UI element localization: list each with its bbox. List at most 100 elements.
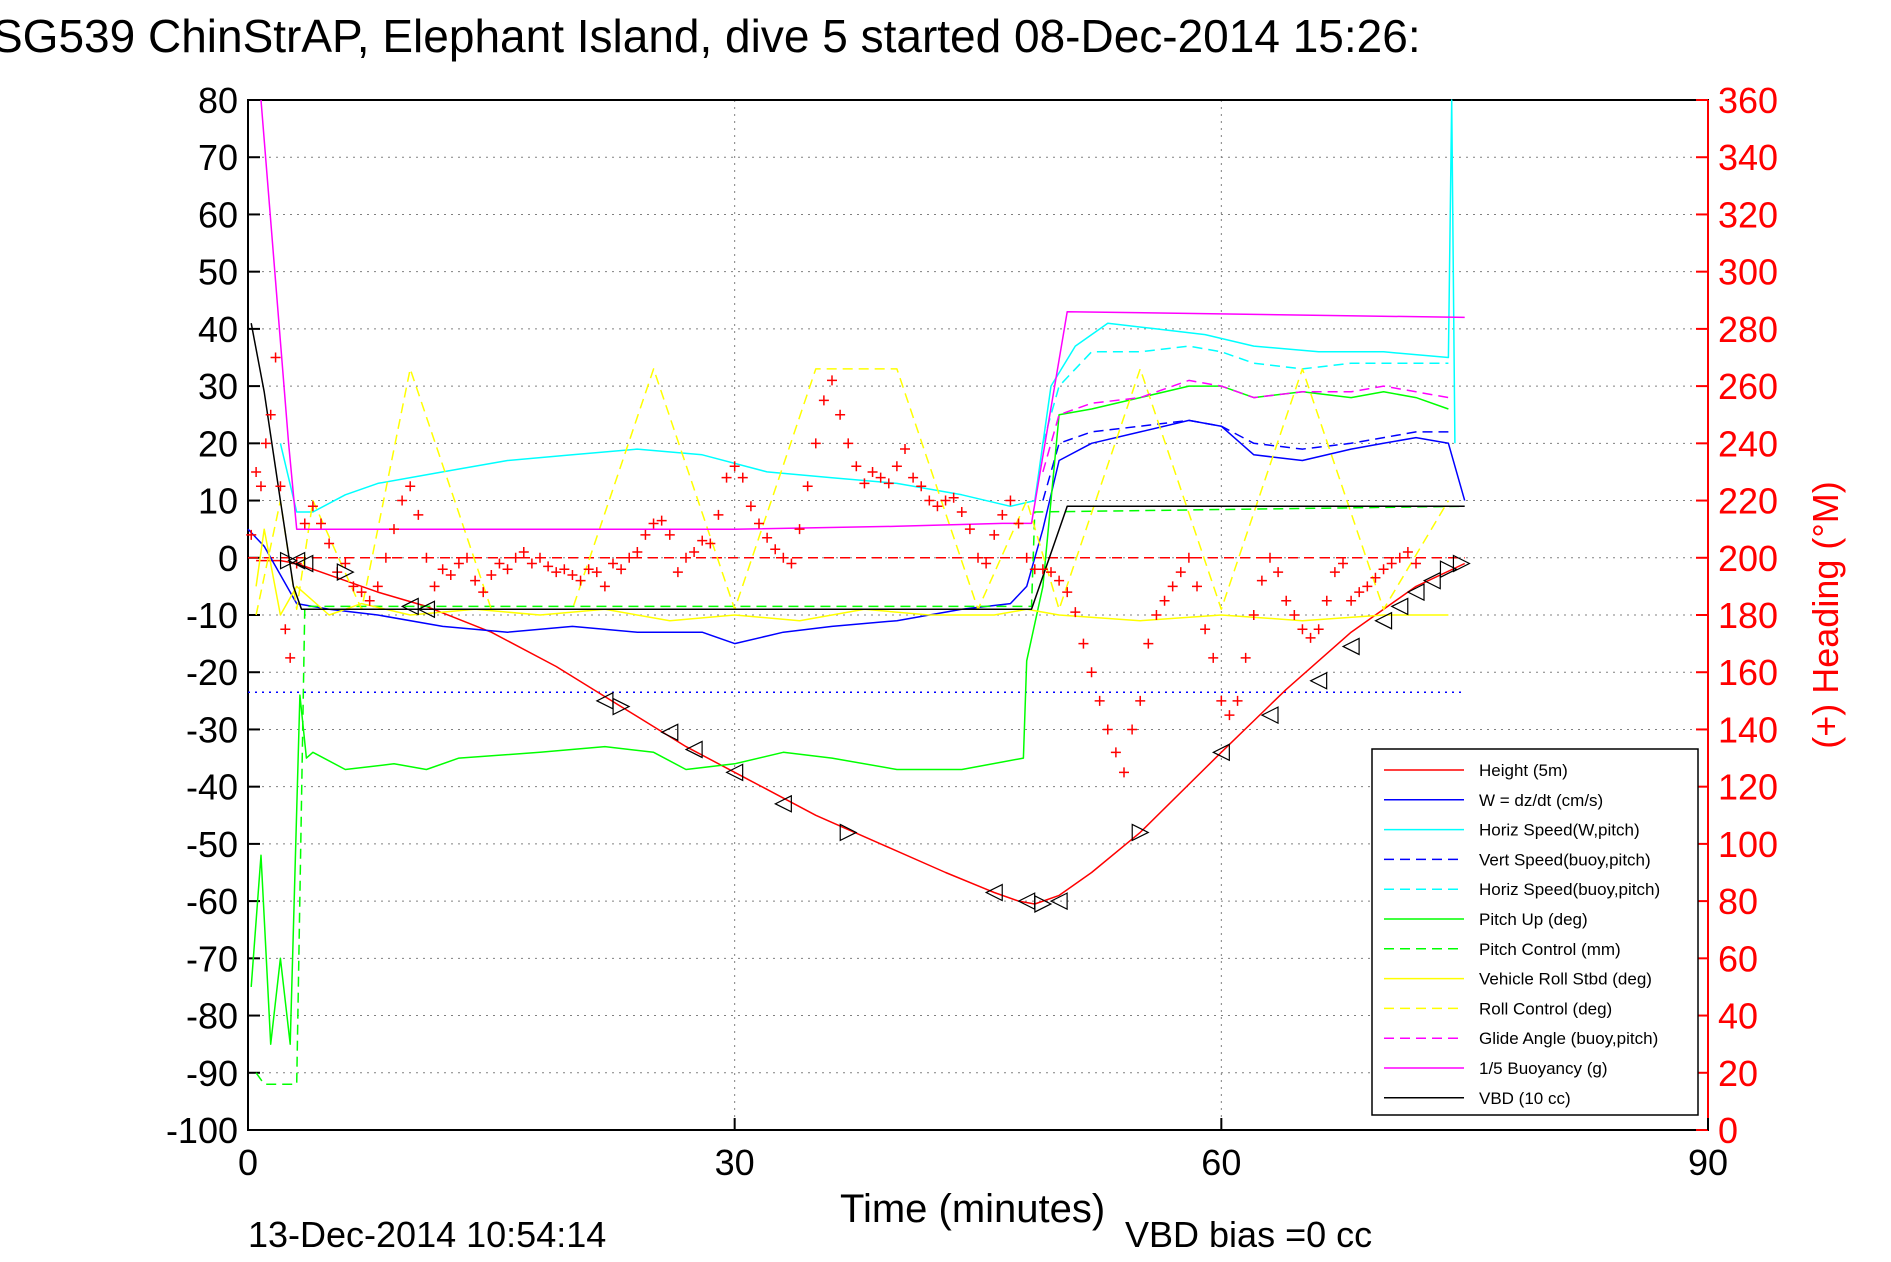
series-line-horiz-speed-w-pitch <box>279 99 1456 513</box>
series-line-height-5m <box>256 559 1466 905</box>
heading-marker <box>762 532 773 543</box>
heading-marker <box>1159 595 1170 606</box>
right-tick-label: 20 <box>1718 1053 1758 1094</box>
heading-marker <box>664 529 675 540</box>
glider-marker <box>1374 611 1393 630</box>
heading-marker <box>1175 567 1186 578</box>
heading-marker <box>502 564 513 575</box>
heading-marker <box>778 552 789 563</box>
heading-marker <box>1200 624 1211 635</box>
heading-marker <box>843 438 854 449</box>
y-tick-label: -30 <box>186 709 238 750</box>
glider-marker <box>725 763 744 782</box>
heading-marker <box>478 587 489 598</box>
glider-marker <box>1260 706 1279 725</box>
legend-label: W = dz/dt (cm/s) <box>1479 791 1603 810</box>
heading-marker <box>275 481 286 492</box>
heading-marker <box>932 501 943 512</box>
glider-marker <box>1034 895 1053 913</box>
right-tick-label: 260 <box>1718 366 1778 407</box>
heading-marker <box>453 558 464 569</box>
heading-marker <box>989 529 1000 540</box>
heading-marker <box>632 547 643 558</box>
heading-marker <box>916 481 927 492</box>
heading-marker <box>1394 552 1405 563</box>
heading-marker <box>672 567 683 578</box>
heading-marker <box>729 461 740 472</box>
glider-marker <box>839 823 858 842</box>
heading-marker <box>705 538 716 549</box>
heading-marker <box>405 481 416 492</box>
heading-marker <box>689 547 700 558</box>
heading-marker <box>859 478 870 489</box>
heading-marker <box>551 567 562 578</box>
x-tick-label: 0 <box>238 1142 258 1183</box>
heading-marker <box>299 518 310 529</box>
right-tick-label: 200 <box>1718 538 1778 579</box>
heading-marker <box>260 438 271 449</box>
y-tick-label: 80 <box>198 80 238 121</box>
x-tick-label: 60 <box>1201 1142 1241 1183</box>
right-tick-label: 180 <box>1718 595 1778 636</box>
heading-marker <box>1281 595 1292 606</box>
heading-marker <box>1037 564 1048 575</box>
heading-marker <box>997 509 1008 520</box>
series-line-vehicle-roll-stbd-deg <box>255 528 1449 622</box>
heading-marker <box>835 409 846 420</box>
heading-marker <box>1013 518 1024 529</box>
y-tick-label: -80 <box>186 996 238 1037</box>
heading-marker <box>470 575 481 586</box>
heading-marker <box>510 552 521 563</box>
y-tick-label: 10 <box>198 481 238 522</box>
heading-marker <box>1265 552 1275 563</box>
heading-marker <box>786 558 797 569</box>
right-axis-label: (+) Heading (°M) <box>1805 481 1846 748</box>
heading-marker <box>754 518 764 529</box>
heading-marker <box>964 524 975 535</box>
right-tick-label: 60 <box>1718 938 1758 979</box>
heading-marker <box>1240 652 1251 663</box>
glider-marker <box>1452 554 1471 573</box>
heading-marker <box>616 564 627 575</box>
heading-marker <box>1078 638 1089 649</box>
heading-marker <box>270 352 281 363</box>
right-tick-label: 240 <box>1718 423 1778 464</box>
legend-label: 1/5 Buoyancy (g) <box>1479 1059 1608 1078</box>
glider-marker <box>400 597 419 616</box>
glider-marker <box>1049 892 1068 911</box>
legend-label: Horiz Speed(W,pitch) <box>1479 821 1640 840</box>
heading-marker <box>1192 581 1202 592</box>
heading-marker <box>948 492 959 503</box>
glider-marker <box>1341 637 1360 656</box>
right-tick-label: 280 <box>1718 309 1778 350</box>
heading-marker <box>810 438 821 449</box>
right-tick-label: 160 <box>1718 652 1778 693</box>
heading-marker <box>1143 638 1154 649</box>
legend-label: Glide Angle (buoy,pitch) <box>1479 1029 1658 1048</box>
heading-marker <box>827 375 837 386</box>
heading-marker <box>1086 667 1097 678</box>
glider-marker <box>295 554 314 573</box>
heading-marker <box>770 544 781 555</box>
right-tick-label: 40 <box>1718 996 1758 1037</box>
heading-marker <box>526 558 537 569</box>
heading-marker <box>591 567 602 578</box>
y-tick-label: 60 <box>198 194 238 235</box>
heading-marker <box>981 558 992 569</box>
heading-marker <box>1411 558 1421 569</box>
heading-marker <box>875 472 886 483</box>
heading-marker <box>356 587 367 598</box>
y-tick-label: 0 <box>218 538 238 579</box>
y-tick-label: 40 <box>198 309 238 350</box>
heading-marker <box>1370 572 1381 583</box>
glider-marker <box>417 600 436 619</box>
glider-marker <box>1406 583 1425 602</box>
glider-marker <box>1211 743 1230 762</box>
heading-marker <box>1346 595 1357 606</box>
heading-marker <box>397 495 408 506</box>
glider-markers <box>279 551 1471 913</box>
y-tick-label: -40 <box>186 767 238 808</box>
heading-marker <box>518 547 529 558</box>
footer-vbd-bias: VBD bias =0 cc <box>1125 1214 1372 1255</box>
glider-marker <box>984 883 1003 902</box>
